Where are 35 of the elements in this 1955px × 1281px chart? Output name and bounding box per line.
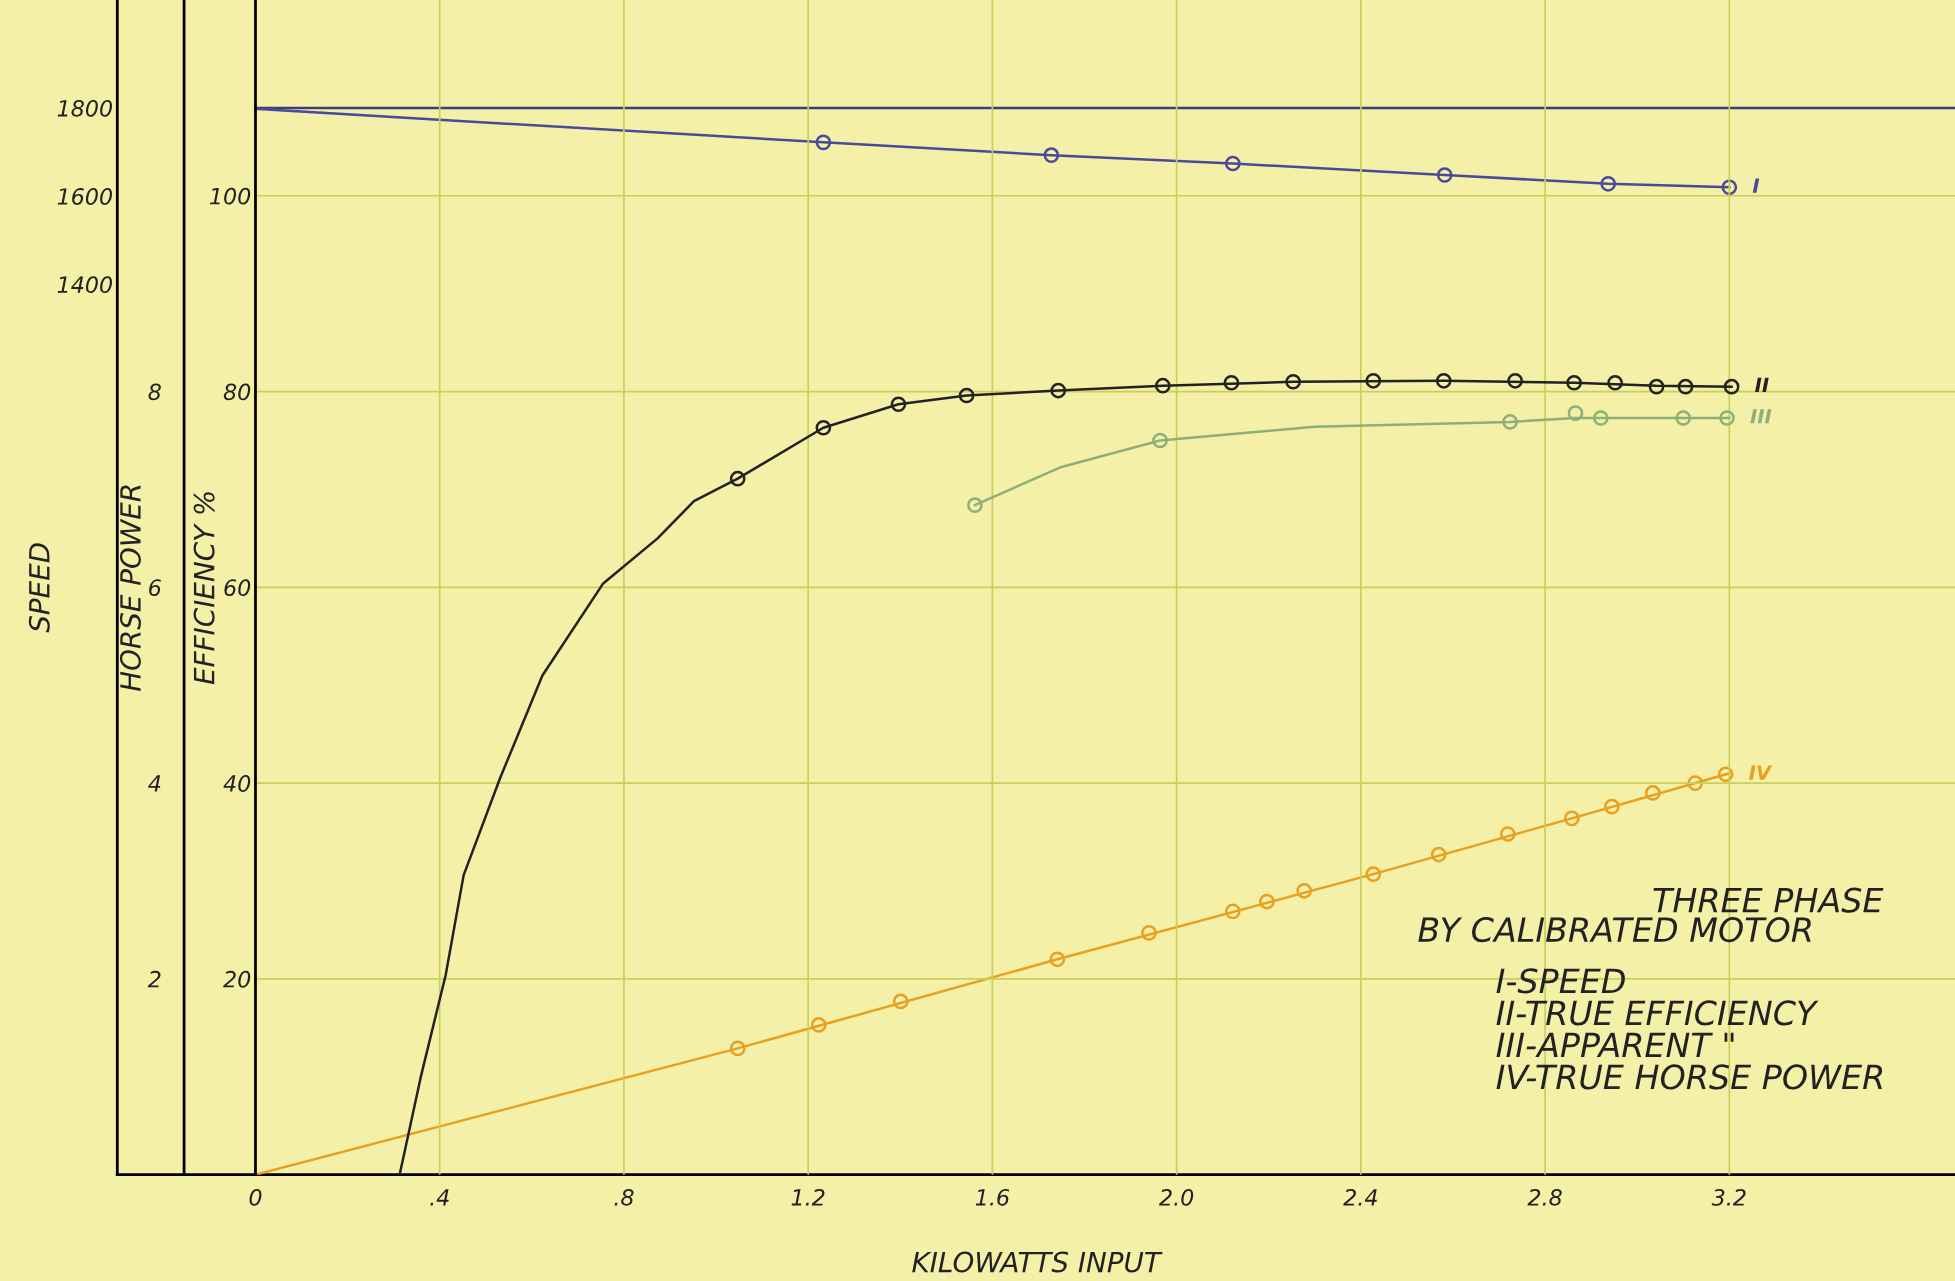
series-label: II: [1755, 377, 1769, 393]
x-tick-label: .4: [430, 1189, 449, 1206]
series-label: I: [1752, 178, 1760, 193]
x-axis-title: KILOWATTS INPUT: [912, 1251, 1163, 1273]
y-tick-label: 80: [223, 383, 251, 401]
annotation: I-SPEED: [1496, 968, 1625, 994]
y3-tick-label: 1400: [57, 276, 113, 294]
x-tick-label: .8: [614, 1188, 634, 1206]
y3-axis-title: SPEED: [28, 543, 50, 633]
x-tick-label: 0: [249, 1188, 262, 1206]
y-axis-title: EFFICIENCY %: [193, 492, 215, 685]
series-label: IV: [1749, 765, 1773, 780]
x-tick-label: 1.6: [975, 1188, 1010, 1206]
y2-tick-label: 6: [149, 579, 161, 597]
annotation: IV-TRUE HORSE POWER: [1496, 1064, 1883, 1090]
y-tick-label: 40: [223, 775, 251, 792]
y-tick-label: 20: [223, 970, 251, 988]
x-tick-label: 2.0: [1159, 1188, 1194, 1206]
x-tick-label: 2.4: [1343, 1188, 1377, 1206]
x-tick-label: 1.2: [791, 1188, 825, 1206]
y2-tick-label: 2: [147, 970, 161, 988]
y-tick-label: 60: [224, 579, 251, 597]
y3-tick-label: 1800: [57, 99, 113, 117]
y2-tick-label: 4: [148, 775, 161, 792]
y2-axis-title: HORSE POWER: [119, 485, 141, 692]
annotation: III-APPARENT ": [1496, 1032, 1734, 1058]
y-tick-label: 100: [209, 187, 251, 205]
y3-tick-label: 1600: [57, 188, 113, 205]
annotation: THREE PHASE: [1653, 887, 1884, 913]
x-tick-label: 2.8: [1527, 1188, 1562, 1206]
annotation: BY CALIBRATED MOTOR: [1418, 917, 1811, 943]
y2-tick-label: 8: [148, 383, 161, 401]
series-label: III: [1750, 409, 1772, 424]
annotation: II-TRUE EFFICIENCY: [1496, 1000, 1819, 1026]
x-tick-label: 3.2: [1711, 1188, 1746, 1206]
